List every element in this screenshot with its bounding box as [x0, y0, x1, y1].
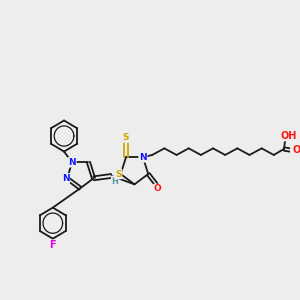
Text: N: N [68, 158, 76, 167]
Text: O: O [292, 146, 300, 155]
Text: OH: OH [281, 130, 297, 140]
Text: S: S [123, 133, 129, 142]
Text: H: H [112, 176, 118, 185]
Text: O: O [154, 184, 162, 194]
Text: N: N [62, 174, 70, 183]
Text: S: S [115, 169, 122, 178]
Text: N: N [139, 153, 147, 162]
Text: F: F [50, 240, 56, 250]
